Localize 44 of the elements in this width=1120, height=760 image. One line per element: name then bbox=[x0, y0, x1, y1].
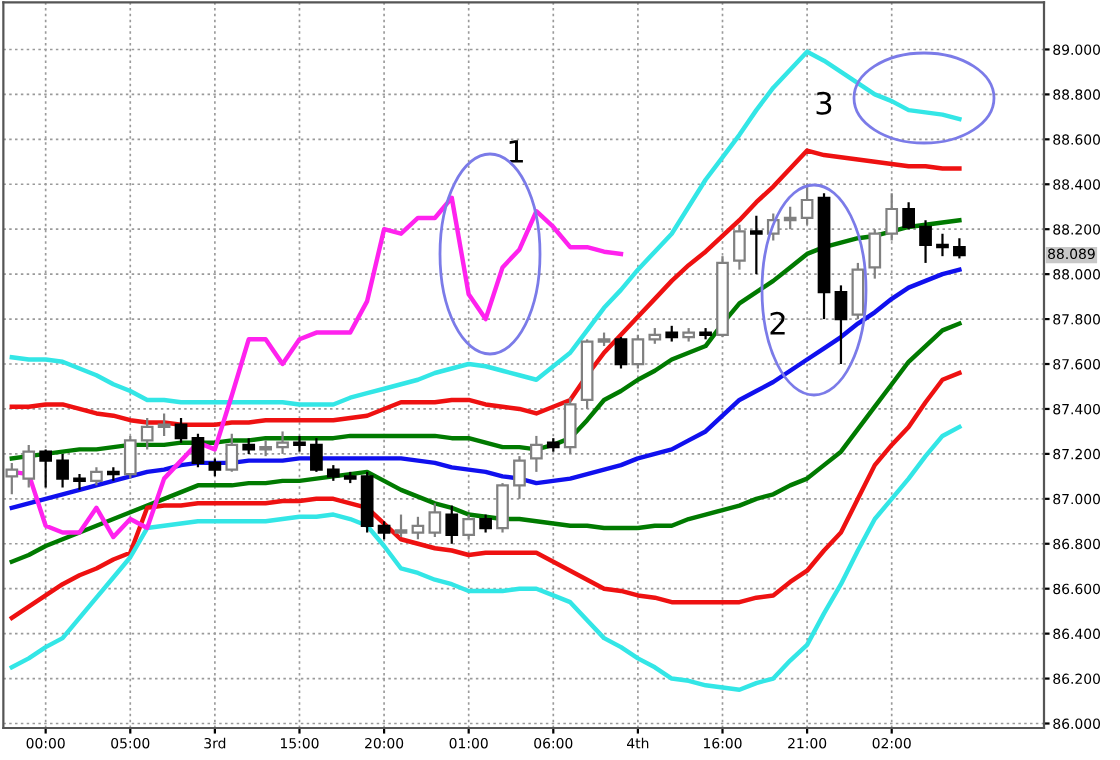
candlestick bbox=[394, 513, 408, 539]
candlestick bbox=[191, 432, 205, 469]
candlestick bbox=[73, 473, 86, 491]
candlestick bbox=[225, 432, 239, 473]
candlestick bbox=[174, 416, 188, 444]
line-series bbox=[9, 370, 962, 621]
candlestick bbox=[733, 223, 746, 271]
candlestick bbox=[563, 396, 577, 455]
candlestick bbox=[5, 461, 19, 496]
candlestick bbox=[411, 515, 425, 541]
annotation: 2 bbox=[770, 311, 785, 335]
candlestick bbox=[800, 183, 814, 226]
candlestick bbox=[428, 502, 442, 539]
candlestick bbox=[868, 228, 882, 280]
line-series bbox=[9, 424, 962, 693]
candlestick bbox=[496, 481, 509, 534]
line-series bbox=[9, 49, 962, 407]
candlestick bbox=[293, 434, 306, 453]
candlestick bbox=[530, 434, 543, 473]
annotation: 3 bbox=[816, 91, 832, 115]
candlestick bbox=[936, 232, 949, 258]
candlestick bbox=[953, 237, 966, 260]
candlestick bbox=[56, 452, 69, 489]
candlestick bbox=[140, 416, 154, 451]
candlestick bbox=[123, 434, 137, 480]
annotation: 1 bbox=[509, 140, 523, 163]
candlestick bbox=[22, 443, 36, 489]
candlestick bbox=[513, 455, 526, 500]
candlestick bbox=[885, 192, 899, 242]
candlestick bbox=[783, 205, 797, 231]
candlestick bbox=[276, 430, 289, 455]
candlestick bbox=[310, 437, 323, 473]
candlestick bbox=[39, 448, 53, 489]
candlestick bbox=[445, 504, 459, 545]
candlestick bbox=[834, 284, 848, 366]
candlestick bbox=[902, 201, 915, 231]
candlestick bbox=[851, 261, 865, 321]
candlestick bbox=[614, 335, 628, 370]
candlestick bbox=[157, 412, 171, 438]
candlestick bbox=[631, 333, 645, 370]
candlestick bbox=[919, 219, 932, 265]
candlestick bbox=[749, 214, 763, 276]
candlestick bbox=[462, 513, 476, 541]
line-series bbox=[9, 267, 962, 511]
